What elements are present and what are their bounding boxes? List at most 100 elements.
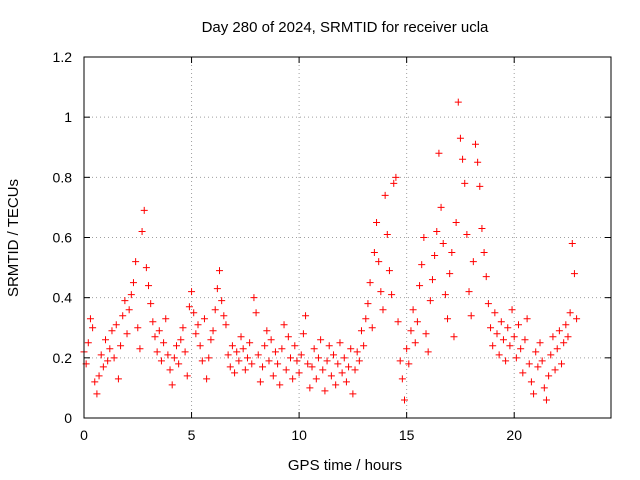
data-point [309,363,316,370]
data-point [448,249,455,256]
data-point [498,318,505,325]
data-point [354,348,361,355]
data-point [560,339,567,346]
data-point [274,360,281,367]
data-point [399,375,406,382]
data-point [438,204,445,211]
data-point [229,342,236,349]
data-point [197,342,204,349]
data-point [416,282,423,289]
data-point [257,378,264,385]
data-point [489,342,496,349]
data-point [214,285,221,292]
data-point [506,342,513,349]
data-point [225,351,232,358]
data-point [276,381,283,388]
data-point [517,345,524,352]
x-tick-label: 10 [291,427,307,443]
data-point [210,327,217,334]
data-point [457,135,464,142]
chart-title: Day 280 of 2024, SRMTID for receiver ucl… [202,19,489,36]
data-point [468,312,475,319]
data-point [418,261,425,268]
data-point [349,390,356,397]
data-point [242,366,249,373]
data-point [231,369,238,376]
data-point [573,315,580,322]
data-point [407,327,414,334]
data-point [435,150,442,157]
data-point [569,240,576,247]
data-point [128,291,135,298]
data-point [212,306,219,313]
data-point [358,327,365,334]
data-point [85,339,92,346]
data-point [156,327,163,334]
data-point [143,264,150,271]
data-point [534,363,541,370]
data-point [255,351,262,358]
x-tick-label: 20 [506,427,522,443]
data-point [319,366,326,373]
data-point [543,396,550,403]
data-point [106,345,113,352]
data-point [134,324,141,331]
data-point [233,348,240,355]
data-point [119,312,126,319]
data-point [177,336,184,343]
data-point [455,99,462,106]
data-point [545,372,552,379]
data-point [425,348,432,355]
data-point [268,336,275,343]
data-point [403,345,410,352]
data-point [278,345,285,352]
data-point [352,366,359,373]
data-point [459,156,466,163]
data-point [93,390,100,397]
data-point [549,333,556,340]
data-point [293,357,300,364]
data-point [304,360,311,367]
data-point [184,372,191,379]
x-tick-label: 5 [188,427,196,443]
data-point [321,387,328,394]
data-point [558,360,565,367]
data-point [493,330,500,337]
data-point [328,372,335,379]
data-point [450,333,457,340]
data-point [379,306,386,313]
data-point [562,321,569,328]
data-point [478,225,485,232]
data-point [141,207,148,214]
y-tick-label: 0.2 [53,350,73,366]
data-point [139,228,146,235]
data-point [427,297,434,304]
data-point [124,330,131,337]
data-point [386,267,393,274]
data-point [169,381,176,388]
data-point [414,318,421,325]
data-point [367,279,374,286]
data-point [504,324,511,331]
data-point [373,219,380,226]
data-point [554,345,561,352]
data-point [259,363,266,370]
data-point [324,357,331,364]
data-point [121,297,128,304]
data-point [300,330,307,337]
scatter-chart: Day 280 of 2024, SRMTID for receiver ucl… [0,0,640,480]
data-point [317,336,324,343]
data-point [474,159,481,166]
data-point [513,354,520,361]
data-point [360,342,367,349]
data-point [547,351,554,358]
data-point [253,309,260,316]
data-point [476,183,483,190]
data-point [466,288,473,295]
data-point [539,357,546,364]
data-point [429,276,436,283]
data-point [115,375,122,382]
data-point [207,336,214,343]
data-point [571,270,578,277]
data-point [511,333,518,340]
